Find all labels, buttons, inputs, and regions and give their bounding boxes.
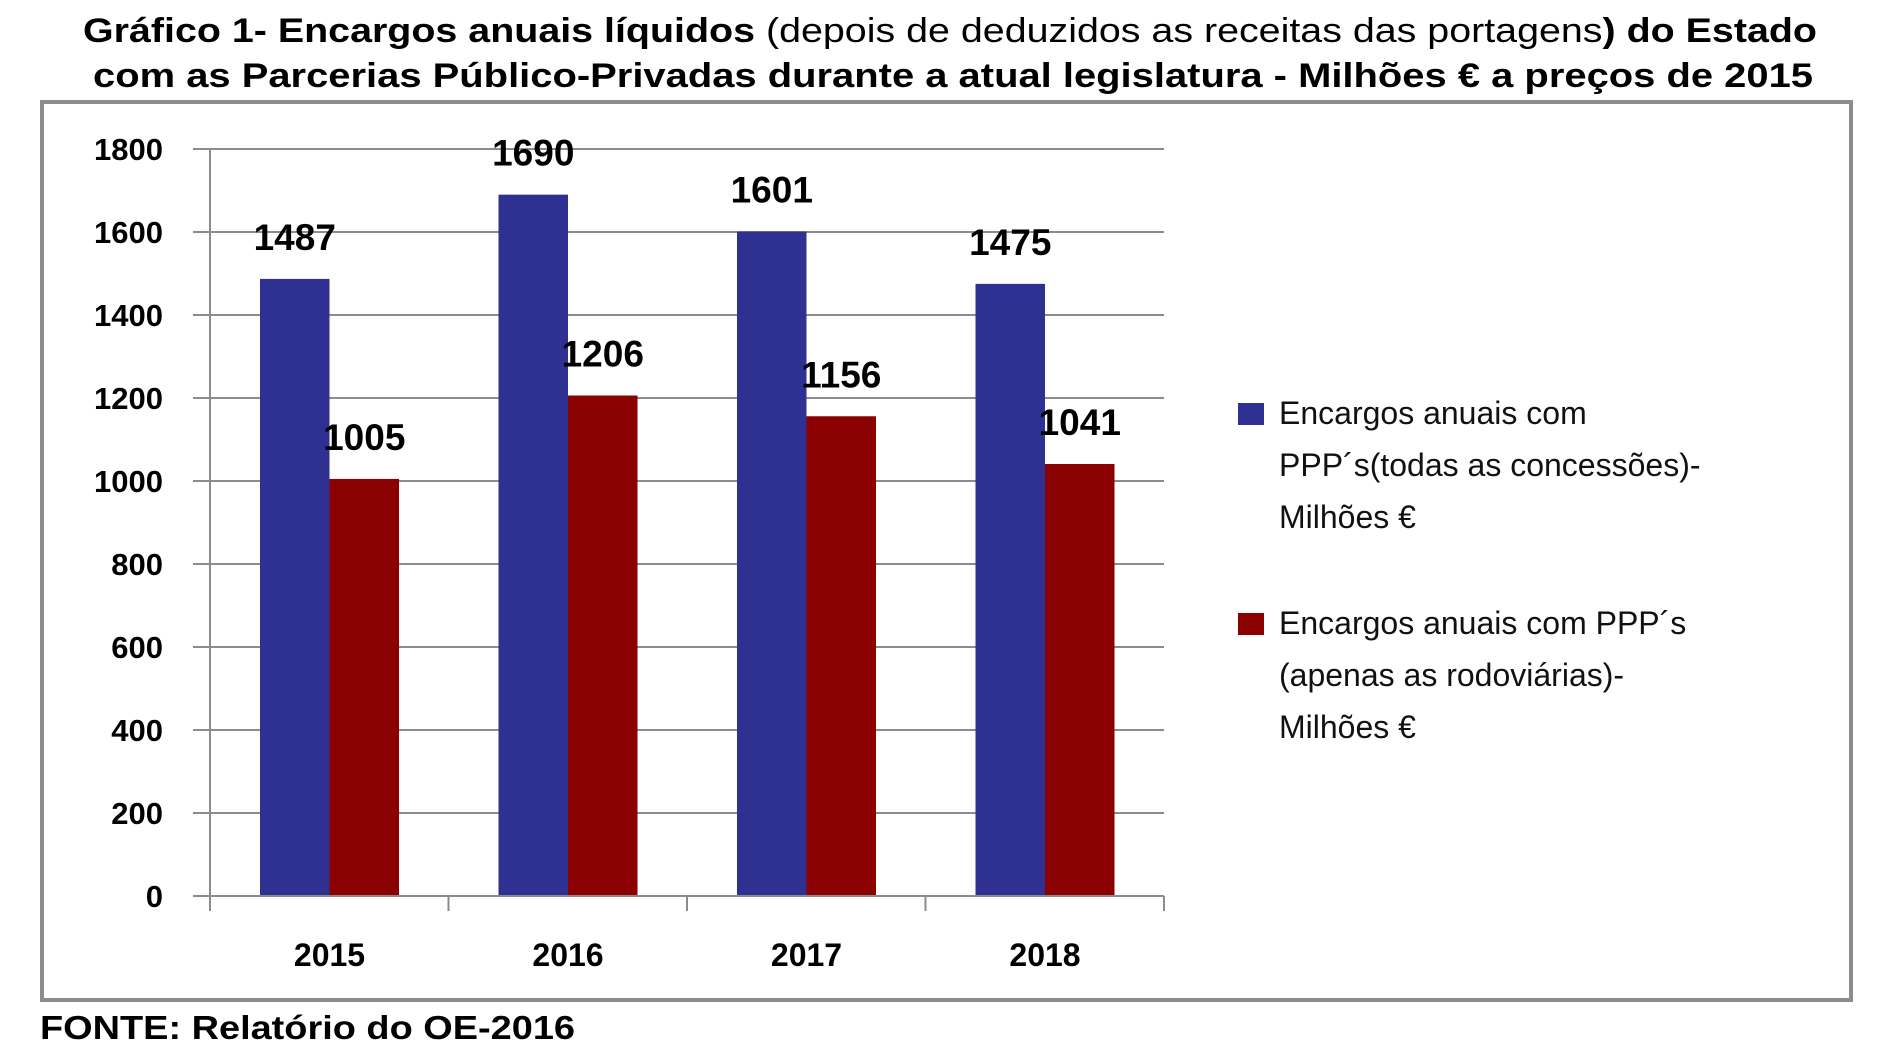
chart-title-segment: Gráfico 1- Encargos anuais líquidos (83, 12, 766, 50)
legend-item: Encargos anuais com PPP´s (apenas as rodo… (1238, 605, 1686, 745)
legend-label: PPP´s(todas as concessões)- (1279, 447, 1701, 483)
legend-label: Milhões € (1279, 709, 1416, 745)
data-label: 1475 (969, 222, 1051, 263)
y-tick-label: 1600 (94, 215, 163, 250)
legend: Encargos anuais com PPP´s(todas as conces… (1238, 395, 1701, 745)
chart-title: Gráfico 1- Encargos anuais líquidos (dep… (83, 12, 1817, 95)
y-tick-label: 800 (111, 547, 163, 582)
chart-title-line-1: Gráfico 1- Encargos anuais líquidos (dep… (83, 12, 1817, 50)
data-label: 1041 (1039, 402, 1121, 443)
bar-rodoviarias-2016 (568, 395, 638, 896)
x-tick-label: 2016 (532, 937, 603, 973)
y-tick-label: 600 (111, 630, 163, 665)
data-label: 1690 (492, 133, 574, 174)
bar-rodoviarias-2015 (329, 478, 399, 896)
axes (209, 149, 1165, 911)
legend-label: (apenas as rodoviárias)- (1279, 657, 1624, 693)
bar-todas-concessoes-2017 (737, 231, 807, 896)
data-label: 1601 (731, 170, 813, 211)
chart-title-segment: ) do Estado (1603, 12, 1817, 50)
legend-label: Encargos anuais com (1279, 395, 1587, 431)
y-tick-label: 0 (146, 879, 163, 914)
bar-todas-concessoes-2015 (260, 278, 330, 896)
data-label: 1156 (801, 354, 881, 395)
y-tick-label: 1000 (94, 464, 163, 499)
x-tick-label: 2018 (1009, 937, 1080, 973)
bar-todas-concessoes-2016 (498, 194, 568, 896)
data-label: 1487 (254, 217, 336, 258)
y-tick-label: 1400 (94, 298, 163, 333)
data-label: 1005 (323, 417, 405, 458)
bar-rodoviarias-2018 (1045, 463, 1115, 896)
bars (260, 194, 1115, 896)
y-axis-ticks: 0 200 400 600 800 1000 1200 1400 1600 1800 (94, 132, 163, 914)
bar-todas-concessoes-2018 (975, 283, 1045, 896)
legend-label: Encargos anuais com PPP´s (1279, 605, 1686, 641)
legend-item: Encargos anuais com PPP´s(todas as conces… (1238, 395, 1701, 535)
y-tick-label: 200 (111, 796, 163, 831)
y-tick-label: 1200 (94, 381, 163, 416)
legend-label: Milhões € (1279, 499, 1416, 535)
y-tick-label: 400 (111, 713, 163, 748)
legend-swatch (1238, 403, 1264, 425)
bar-rodoviarias-2017 (806, 416, 876, 896)
chart-title-line-2: com as Parcerias Público-Privadas durant… (93, 57, 1813, 95)
chart-title-segment: (depois de deduzidos as receitas das por… (766, 12, 1603, 50)
source-note: FONTE: Relatório do OE-2016 (40, 1009, 575, 1046)
y-tick-label: 1800 (94, 132, 163, 167)
x-tick-label: 2015 (294, 937, 365, 973)
x-axis-ticks: 2015 2016 2017 2018 (294, 937, 1081, 973)
data-label: 1206 (562, 334, 644, 375)
legend-swatch (1238, 613, 1264, 635)
x-tick-label: 2017 (771, 937, 842, 973)
data-labels: 1487 1005 1690 1206 1601 1156 1475 1041 (254, 133, 1121, 458)
